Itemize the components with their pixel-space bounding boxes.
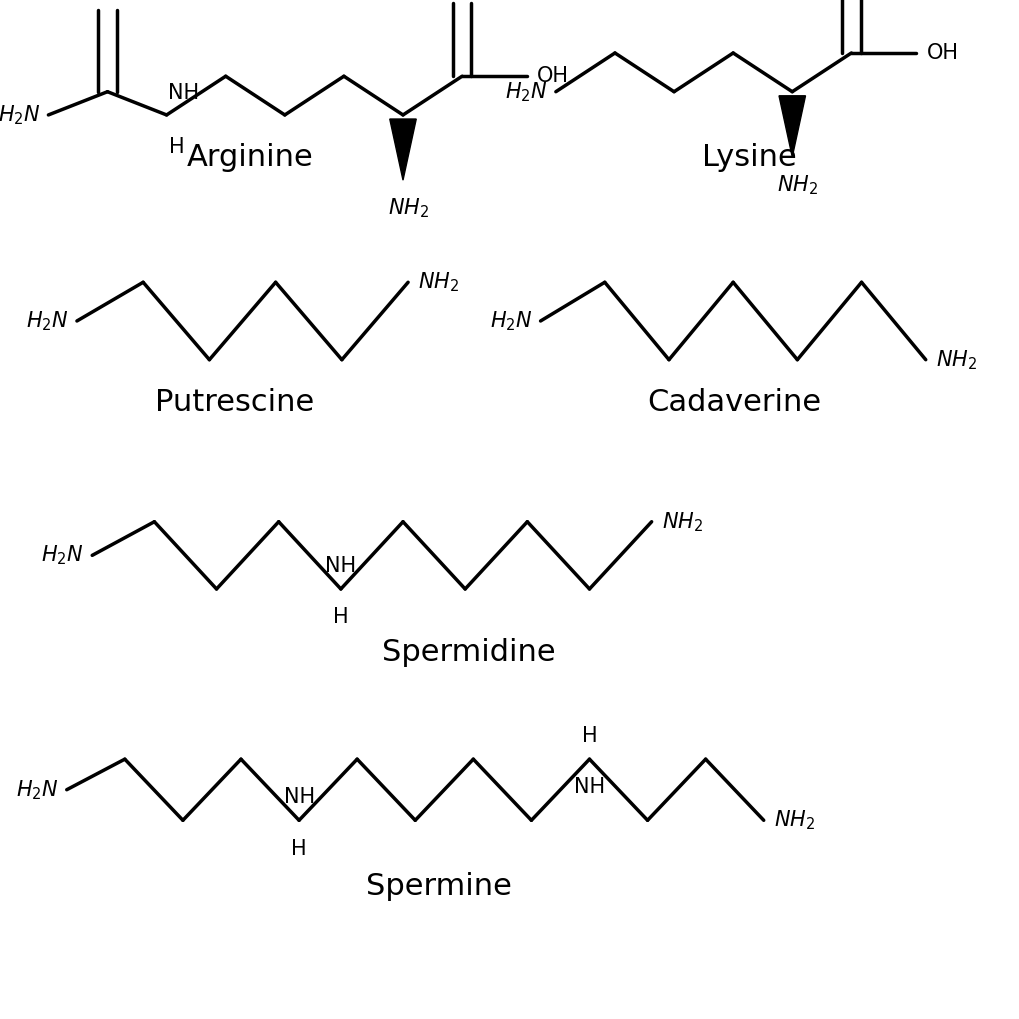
Text: Arginine: Arginine [186, 144, 313, 172]
Text: $H_2N$: $H_2N$ [16, 777, 58, 802]
Text: $H_2N$: $H_2N$ [504, 79, 547, 104]
Text: NH: NH [574, 777, 604, 798]
Text: $NH_2$: $NH_2$ [773, 808, 814, 833]
Text: $NH_2$: $NH_2$ [935, 347, 976, 372]
Text: $H_2N$: $H_2N$ [42, 543, 84, 568]
Text: NH: NH [325, 555, 356, 576]
Text: $H_2N$: $H_2N$ [489, 309, 532, 333]
Text: Putrescine: Putrescine [155, 388, 314, 417]
Text: Cadaverine: Cadaverine [646, 388, 820, 417]
Text: $NH_2$: $NH_2$ [776, 173, 817, 197]
Text: H: H [333, 607, 348, 628]
Text: H: H [291, 839, 307, 859]
Text: $NH_2$: $NH_2$ [387, 197, 428, 220]
Text: $H_2N$: $H_2N$ [0, 103, 40, 126]
Text: $NH_2$: $NH_2$ [418, 270, 459, 294]
Text: Lysine: Lysine [701, 144, 796, 172]
Text: Spermidine: Spermidine [382, 638, 555, 666]
Polygon shape [389, 119, 416, 180]
Text: Spermine: Spermine [366, 872, 512, 901]
Text: $H_2N$: $H_2N$ [26, 309, 68, 333]
Text: NH: NH [283, 787, 314, 807]
Text: OH: OH [537, 66, 569, 87]
Text: OH: OH [925, 43, 958, 63]
Text: $NH_2$: $NH_2$ [661, 510, 702, 534]
Text: NH: NH [167, 83, 199, 103]
Polygon shape [779, 96, 805, 157]
Text: H: H [169, 138, 184, 157]
Text: H: H [581, 726, 597, 746]
